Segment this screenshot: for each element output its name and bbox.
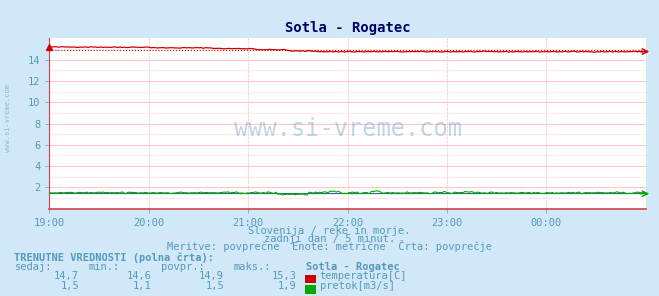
Text: min.:: min.: [89, 262, 120, 272]
Text: maks.:: maks.: [234, 262, 272, 272]
Text: zadnji dan / 5 minut.: zadnji dan / 5 minut. [264, 234, 395, 244]
Text: 14,7: 14,7 [54, 271, 79, 281]
Text: 1,1: 1,1 [133, 281, 152, 292]
Text: sedaj:: sedaj: [14, 262, 52, 272]
Text: 1,9: 1,9 [278, 281, 297, 292]
Text: www.si-vreme.com: www.si-vreme.com [234, 117, 461, 141]
Text: Sotla - Rogatec: Sotla - Rogatec [306, 262, 400, 272]
Text: www.si-vreme.com: www.si-vreme.com [5, 84, 11, 152]
Title: Sotla - Rogatec: Sotla - Rogatec [285, 20, 411, 35]
Text: Slovenija / reke in morje.: Slovenija / reke in morje. [248, 226, 411, 236]
Text: TRENUTNE VREDNOSTI (polna črta):: TRENUTNE VREDNOSTI (polna črta): [14, 252, 214, 263]
Text: 15,3: 15,3 [272, 271, 297, 281]
Text: 14,9: 14,9 [199, 271, 224, 281]
Text: 1,5: 1,5 [61, 281, 79, 292]
Text: povpr.:: povpr.: [161, 262, 205, 272]
Text: temperatura[C]: temperatura[C] [320, 271, 407, 281]
Text: pretok[m3/s]: pretok[m3/s] [320, 281, 395, 292]
Text: 14,6: 14,6 [127, 271, 152, 281]
Text: 1,5: 1,5 [206, 281, 224, 292]
Text: Meritve: povprečne  Enote: metrične  Črta: povprečje: Meritve: povprečne Enote: metrične Črta:… [167, 240, 492, 252]
